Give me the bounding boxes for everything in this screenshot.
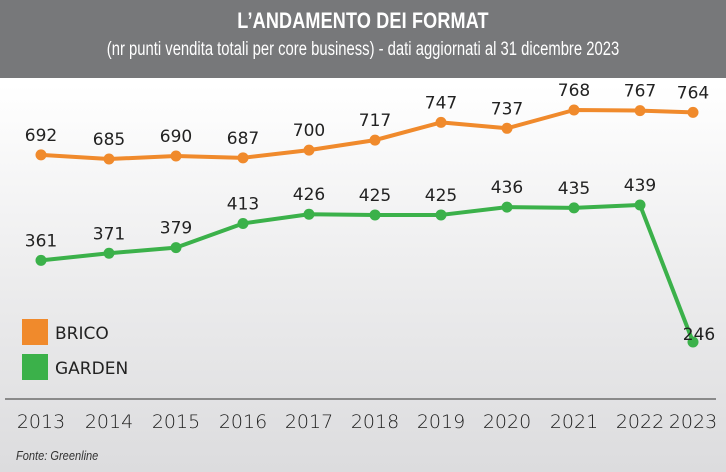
chart-subtitle: (nr punti vendita totali per core busine… xyxy=(106,39,620,60)
source-note: Fonte: Greenline xyxy=(16,448,99,463)
series-garden: 361 371 379 413 426 425 425 436 435 439 246 xyxy=(25,176,715,348)
data-label-garden-2016: 413 xyxy=(227,194,259,214)
data-point-brico-2020 xyxy=(501,122,513,134)
data-label-brico-2021: 768 xyxy=(558,81,590,101)
data-label-garden-2018: 425 xyxy=(359,186,391,206)
data-point-garden-2016 xyxy=(237,217,249,229)
data-label-brico-2016: 687 xyxy=(227,129,259,149)
x-tick-label-2020: 2020 xyxy=(483,411,531,433)
legend-swatch-garden xyxy=(22,354,48,380)
data-label-brico-2018: 717 xyxy=(359,111,391,131)
data-point-garden-2021 xyxy=(568,202,580,214)
data-label-garden-2021: 435 xyxy=(558,179,590,199)
x-tick-label-2014: 2014 xyxy=(85,411,133,433)
legend: BRICO GARDEN xyxy=(22,319,128,380)
data-label-brico-2014: 685 xyxy=(93,130,125,150)
data-label-garden-2022: 439 xyxy=(624,176,656,196)
legend-label-brico: BRICO xyxy=(55,324,109,344)
data-label-brico-2019: 747 xyxy=(425,93,457,113)
data-point-brico-2015 xyxy=(170,150,182,162)
data-point-garden-2015 xyxy=(170,242,182,254)
data-label-brico-2020: 737 xyxy=(491,99,523,119)
x-tick-label-2021: 2021 xyxy=(550,411,598,433)
data-point-garden-2020 xyxy=(501,201,513,213)
data-point-brico-2022 xyxy=(634,105,646,117)
data-label-garden-2019: 425 xyxy=(425,186,457,206)
data-label-brico-2023: 764 xyxy=(677,83,709,103)
series-brico: 692 685 690 687 700 717 747 737 768 767 764 xyxy=(25,81,709,165)
data-label-garden-2014: 371 xyxy=(93,224,125,244)
data-point-garden-2022 xyxy=(634,199,646,211)
data-point-garden-2019 xyxy=(435,209,447,221)
data-point-garden-2023 xyxy=(687,336,699,348)
series-line-garden xyxy=(40,203,695,343)
x-tick-labels: 2013 2014 2015 2016 2017 2018 2019 2020 2021 2022… xyxy=(17,411,717,433)
data-point-brico-2017 xyxy=(303,144,315,156)
data-point-brico-2023 xyxy=(687,106,699,118)
x-tick-label-2013: 2013 xyxy=(17,411,65,433)
data-label-garden-2013: 361 xyxy=(25,231,57,251)
x-tick-label-2022: 2022 xyxy=(616,411,664,433)
data-point-garden-2014 xyxy=(103,247,115,259)
data-point-garden-2013 xyxy=(35,254,47,266)
legend-swatch-brico xyxy=(22,319,48,345)
data-point-garden-2018 xyxy=(369,209,381,221)
data-label-brico-2017: 700 xyxy=(293,121,325,141)
x-tick-label-2018: 2018 xyxy=(351,411,399,433)
data-label-garden-2015: 379 xyxy=(160,219,192,239)
data-point-brico-2018 xyxy=(369,134,381,146)
data-label-garden-2020: 436 xyxy=(491,178,523,198)
data-point-brico-2014 xyxy=(103,153,115,165)
data-label-garden-2023: 246 xyxy=(683,325,715,345)
x-tick-label-2017: 2017 xyxy=(285,411,333,433)
x-tick-label-2016: 2016 xyxy=(219,411,267,433)
data-label-garden-2017: 426 xyxy=(293,185,325,205)
x-tick-label-2019: 2019 xyxy=(417,411,465,433)
data-point-garden-2017 xyxy=(303,208,315,220)
x-tick-label-2023: 2023 xyxy=(669,411,717,433)
data-label-brico-2013: 692 xyxy=(25,126,57,146)
data-point-brico-2021 xyxy=(568,104,580,116)
data-point-brico-2016 xyxy=(237,152,249,164)
data-point-brico-2019 xyxy=(435,116,447,128)
data-point-brico-2013 xyxy=(35,149,47,161)
chart-title: L’ANDAMENTO DEI FORMAT xyxy=(237,8,489,33)
x-tick-label-2015: 2015 xyxy=(152,411,200,433)
data-label-brico-2015: 690 xyxy=(160,127,192,147)
data-label-brico-2022: 767 xyxy=(624,82,656,102)
legend-label-garden: GARDEN xyxy=(55,359,128,379)
chart-header: L’ANDAMENTO DEI FORMAT (nr punti vendita… xyxy=(0,0,726,78)
